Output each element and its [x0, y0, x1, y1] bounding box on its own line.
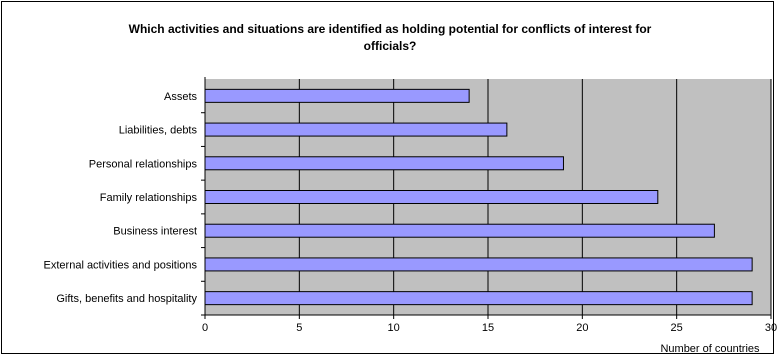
- x-tick-label: 10: [388, 322, 400, 334]
- x-tick-label: 20: [576, 322, 588, 334]
- bar: [204, 190, 659, 204]
- x-tick-label: 15: [482, 322, 494, 334]
- bar: [204, 122, 508, 137]
- x-tick-label: 0: [202, 322, 208, 334]
- bar: [204, 223, 715, 238]
- bar: [204, 156, 564, 171]
- category-label: Family relationships: [100, 192, 198, 204]
- x-axis-label: Number of countries: [660, 343, 760, 355]
- bar: [204, 88, 470, 103]
- x-tick-label: 30: [765, 322, 777, 334]
- category-label: Assets: [164, 91, 198, 103]
- category-label: Liabilities, debts: [119, 125, 198, 137]
- category-label: Gifts, benefits and hospitality: [56, 293, 197, 305]
- category-label: Business interest: [113, 226, 197, 238]
- category-label: External activities and positions: [44, 259, 198, 271]
- x-tick-label: 25: [671, 322, 683, 334]
- bar: [204, 257, 753, 272]
- chart-title: Which activities and situations are iden…: [128, 22, 652, 53]
- x-tick-label: 5: [296, 322, 302, 334]
- bar: [204, 291, 753, 306]
- category-label: Personal relationships: [89, 158, 198, 170]
